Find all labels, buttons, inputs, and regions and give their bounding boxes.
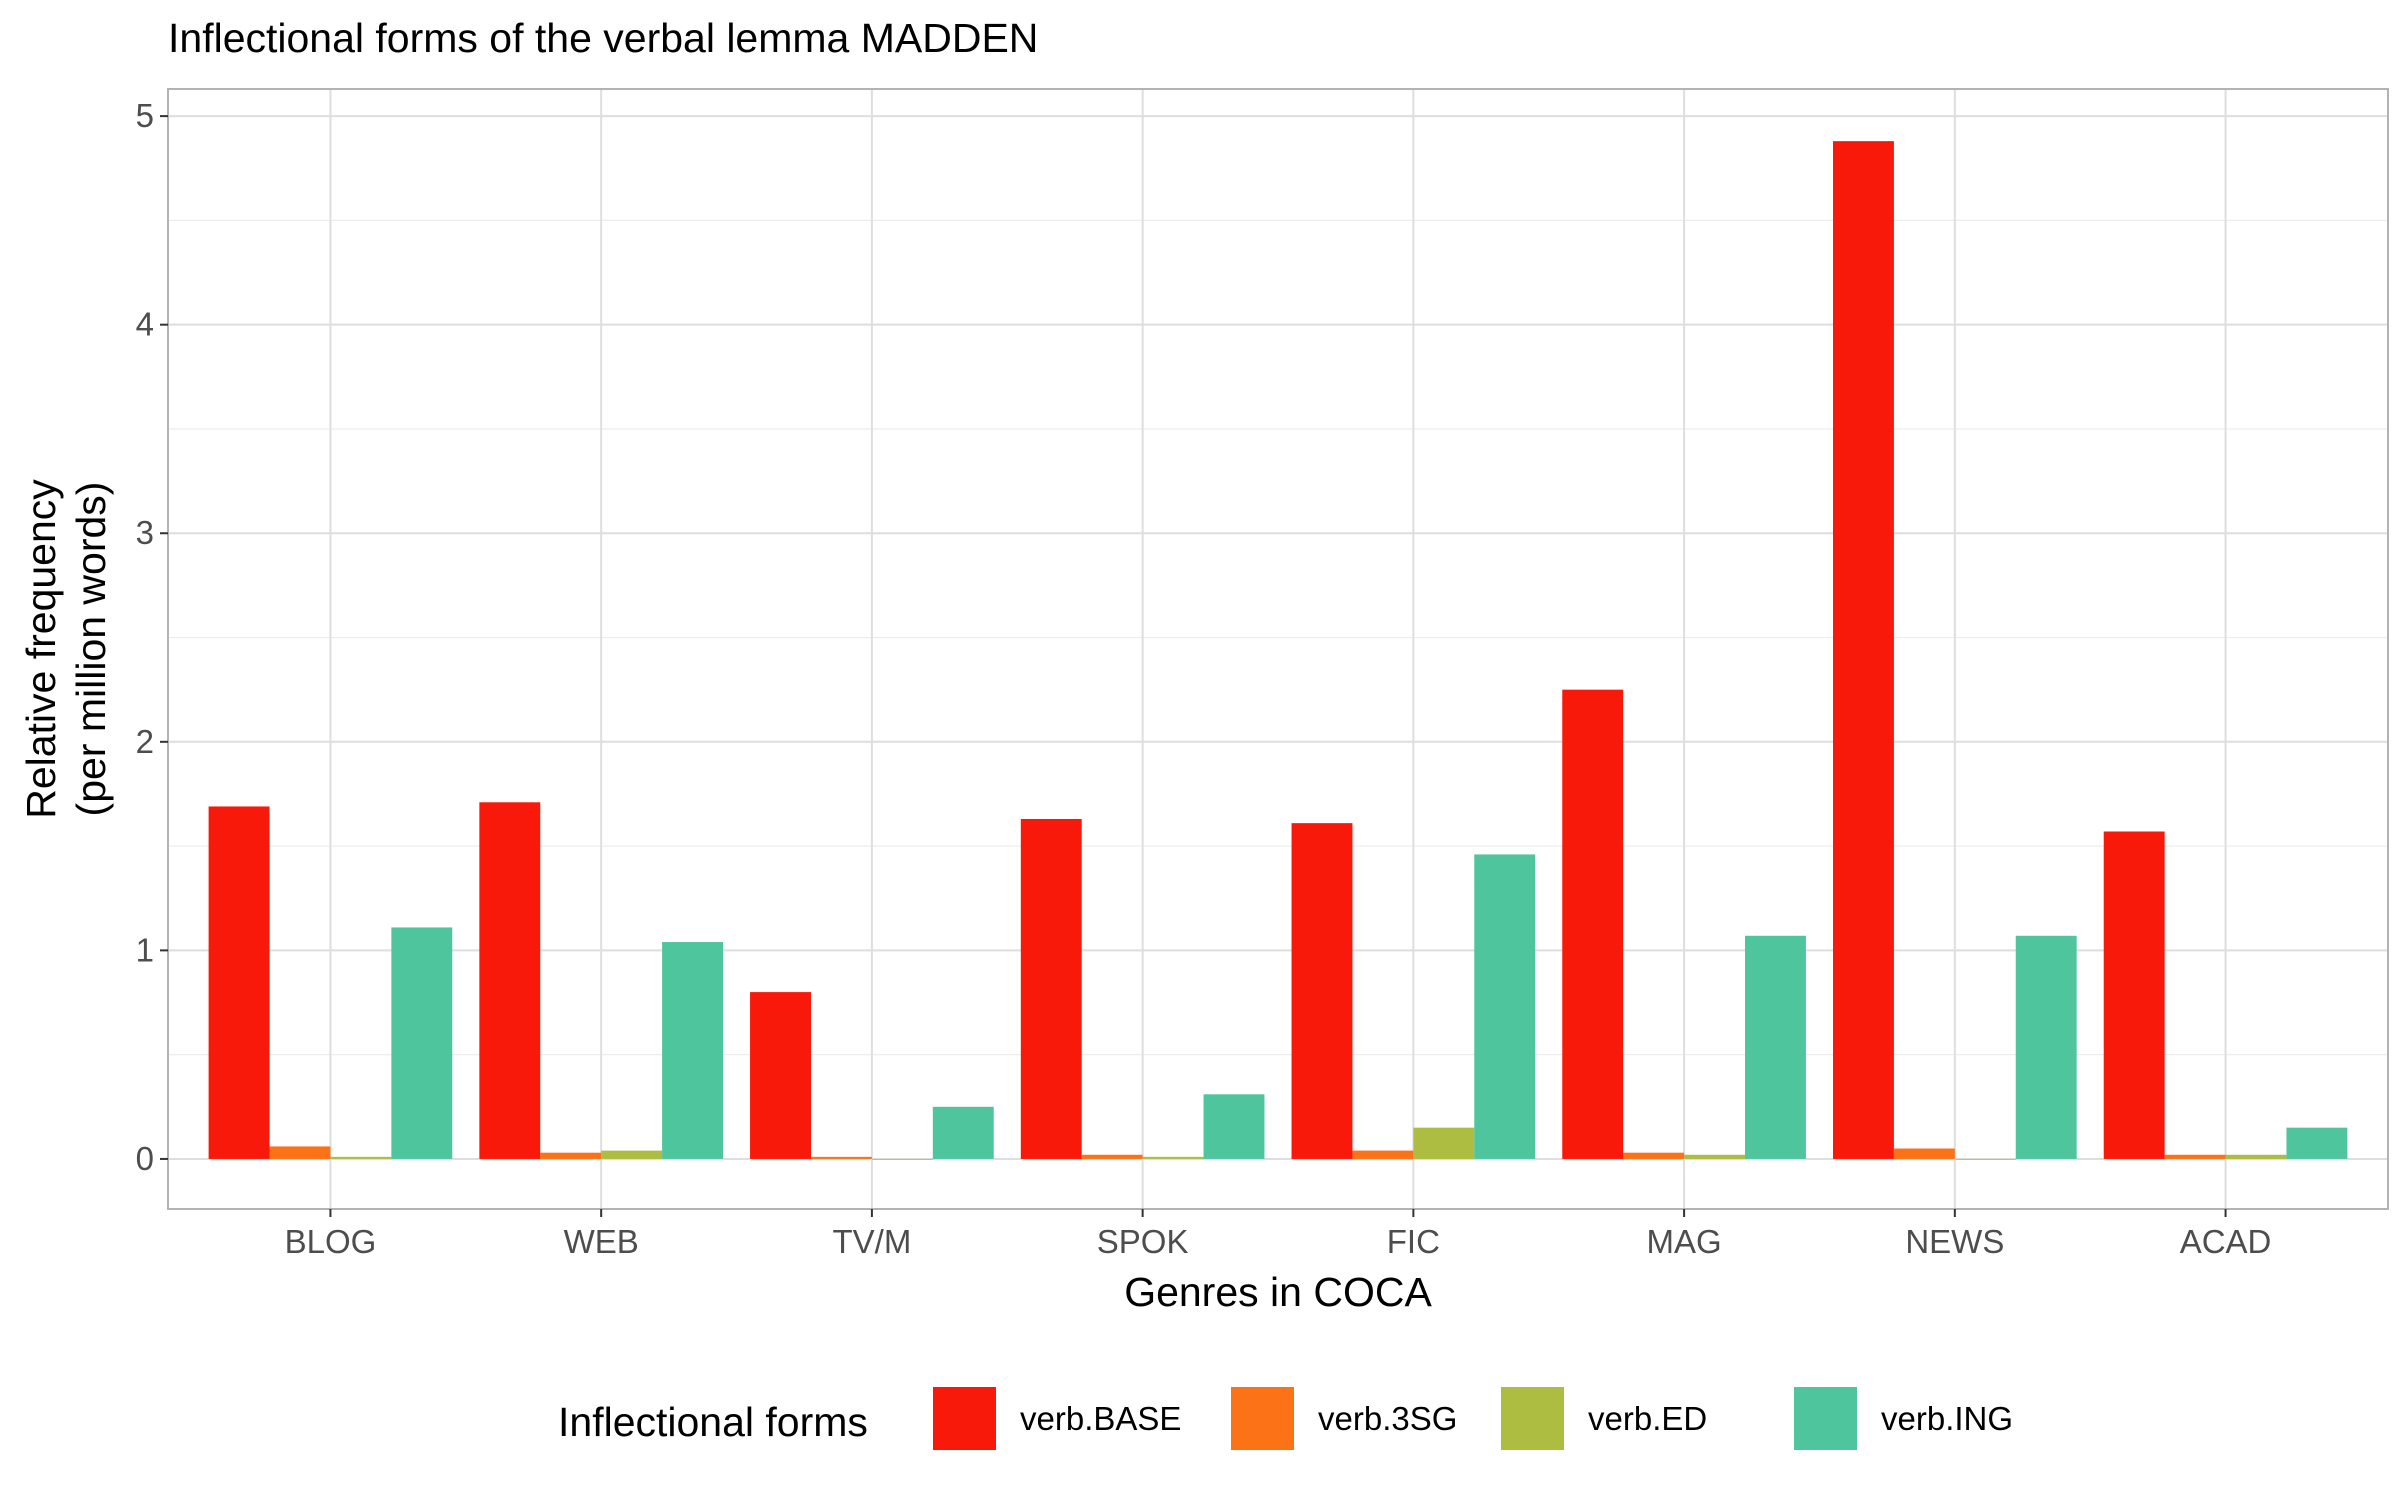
- bar-verb-ed: [1413, 1128, 1474, 1159]
- y-tick-label: 5: [136, 97, 154, 134]
- chart-title: Inflectional forms of the verbal lemma M…: [168, 15, 1038, 61]
- x-tick-label: WEB: [564, 1223, 639, 1260]
- bar-verb-3sg: [1082, 1155, 1143, 1159]
- bar-verb-ed: [872, 1159, 933, 1160]
- x-axis-title: Genres in COCA: [1124, 1269, 1432, 1315]
- bar-verb-ing: [2016, 936, 2077, 1159]
- bar-verb-3sg: [2165, 1155, 2226, 1159]
- bar-verb-3sg: [1352, 1151, 1413, 1159]
- bar-verb-ing: [1204, 1094, 1265, 1159]
- y-axis-title-line2: (per million words): [68, 482, 114, 817]
- bar-verb-ing: [2286, 1128, 2347, 1159]
- x-tick-label: MAG: [1647, 1223, 1722, 1260]
- legend-key-verb-base: [933, 1387, 996, 1450]
- bar-verb-ing: [933, 1107, 994, 1159]
- x-tick-label: FIC: [1387, 1223, 1440, 1260]
- bar-verb-ing: [1745, 936, 1806, 1159]
- y-tick-label: 3: [136, 514, 154, 551]
- legend-label: verb.3SG: [1318, 1400, 1457, 1437]
- x-tick-label: BLOG: [285, 1223, 377, 1260]
- bar-verb-ed: [1143, 1157, 1204, 1159]
- bar-verb-base: [209, 806, 270, 1158]
- legend-key-verb-ed: [1501, 1387, 1564, 1450]
- x-tick-label: ACAD: [2180, 1223, 2272, 1260]
- bar-verb-base: [1833, 141, 1894, 1159]
- x-axis-ticks: BLOG WEB TV/M SPOK FIC MAG NEWS ACAD: [285, 1209, 2272, 1260]
- bar-verb-ed: [601, 1151, 662, 1159]
- y-axis-title-line1: Relative frequency: [18, 479, 64, 819]
- y-tick-label: 0: [136, 1140, 154, 1177]
- legend-label: verb.BASE: [1020, 1400, 1181, 1437]
- y-tick-label: 2: [136, 723, 154, 760]
- bar-verb-base: [1292, 823, 1353, 1159]
- bar-verb-base: [750, 992, 811, 1159]
- x-tick-label: NEWS: [1905, 1223, 2004, 1260]
- bar-verb-ed: [2226, 1155, 2287, 1159]
- bar-verb-ed: [1684, 1155, 1745, 1159]
- bar-verb-ed: [330, 1157, 391, 1159]
- x-tick-label: SPOK: [1097, 1223, 1189, 1260]
- bar-verb-3sg: [811, 1157, 872, 1159]
- bar-verb-base: [479, 802, 540, 1159]
- bar-verb-3sg: [1623, 1153, 1684, 1159]
- bar-verb-base: [1021, 819, 1082, 1159]
- y-tick-label: 4: [136, 306, 154, 343]
- legend-label: verb.ED: [1588, 1400, 1707, 1437]
- bar-verb-ing: [1474, 854, 1535, 1159]
- bar-verb-3sg: [1894, 1149, 1955, 1159]
- bar-verb-ing: [391, 927, 452, 1159]
- legend-key-verb-ing: [1794, 1387, 1857, 1450]
- bar-verb-3sg: [270, 1146, 331, 1159]
- legend: Inflectional forms verb.BASE verb.3SG verb…: [558, 1387, 2013, 1450]
- y-tick-label: 1: [136, 931, 154, 968]
- y-axis-ticks: 0 1 2 3 4 5: [136, 97, 168, 1177]
- legend-title: Inflectional forms: [558, 1399, 868, 1445]
- legend-items: verb.BASE verb.3SG verb.ED verb.ING: [933, 1387, 2013, 1450]
- bar-verb-ed: [1955, 1159, 2016, 1160]
- bar-verb-base: [1562, 690, 1623, 1159]
- bar-verb-3sg: [540, 1153, 601, 1159]
- legend-key-verb-3sg: [1231, 1387, 1294, 1450]
- legend-label: verb.ING: [1881, 1400, 2013, 1437]
- bar-verb-base: [2104, 831, 2165, 1158]
- x-tick-label: TV/M: [832, 1223, 911, 1260]
- bar-verb-ing: [662, 942, 723, 1159]
